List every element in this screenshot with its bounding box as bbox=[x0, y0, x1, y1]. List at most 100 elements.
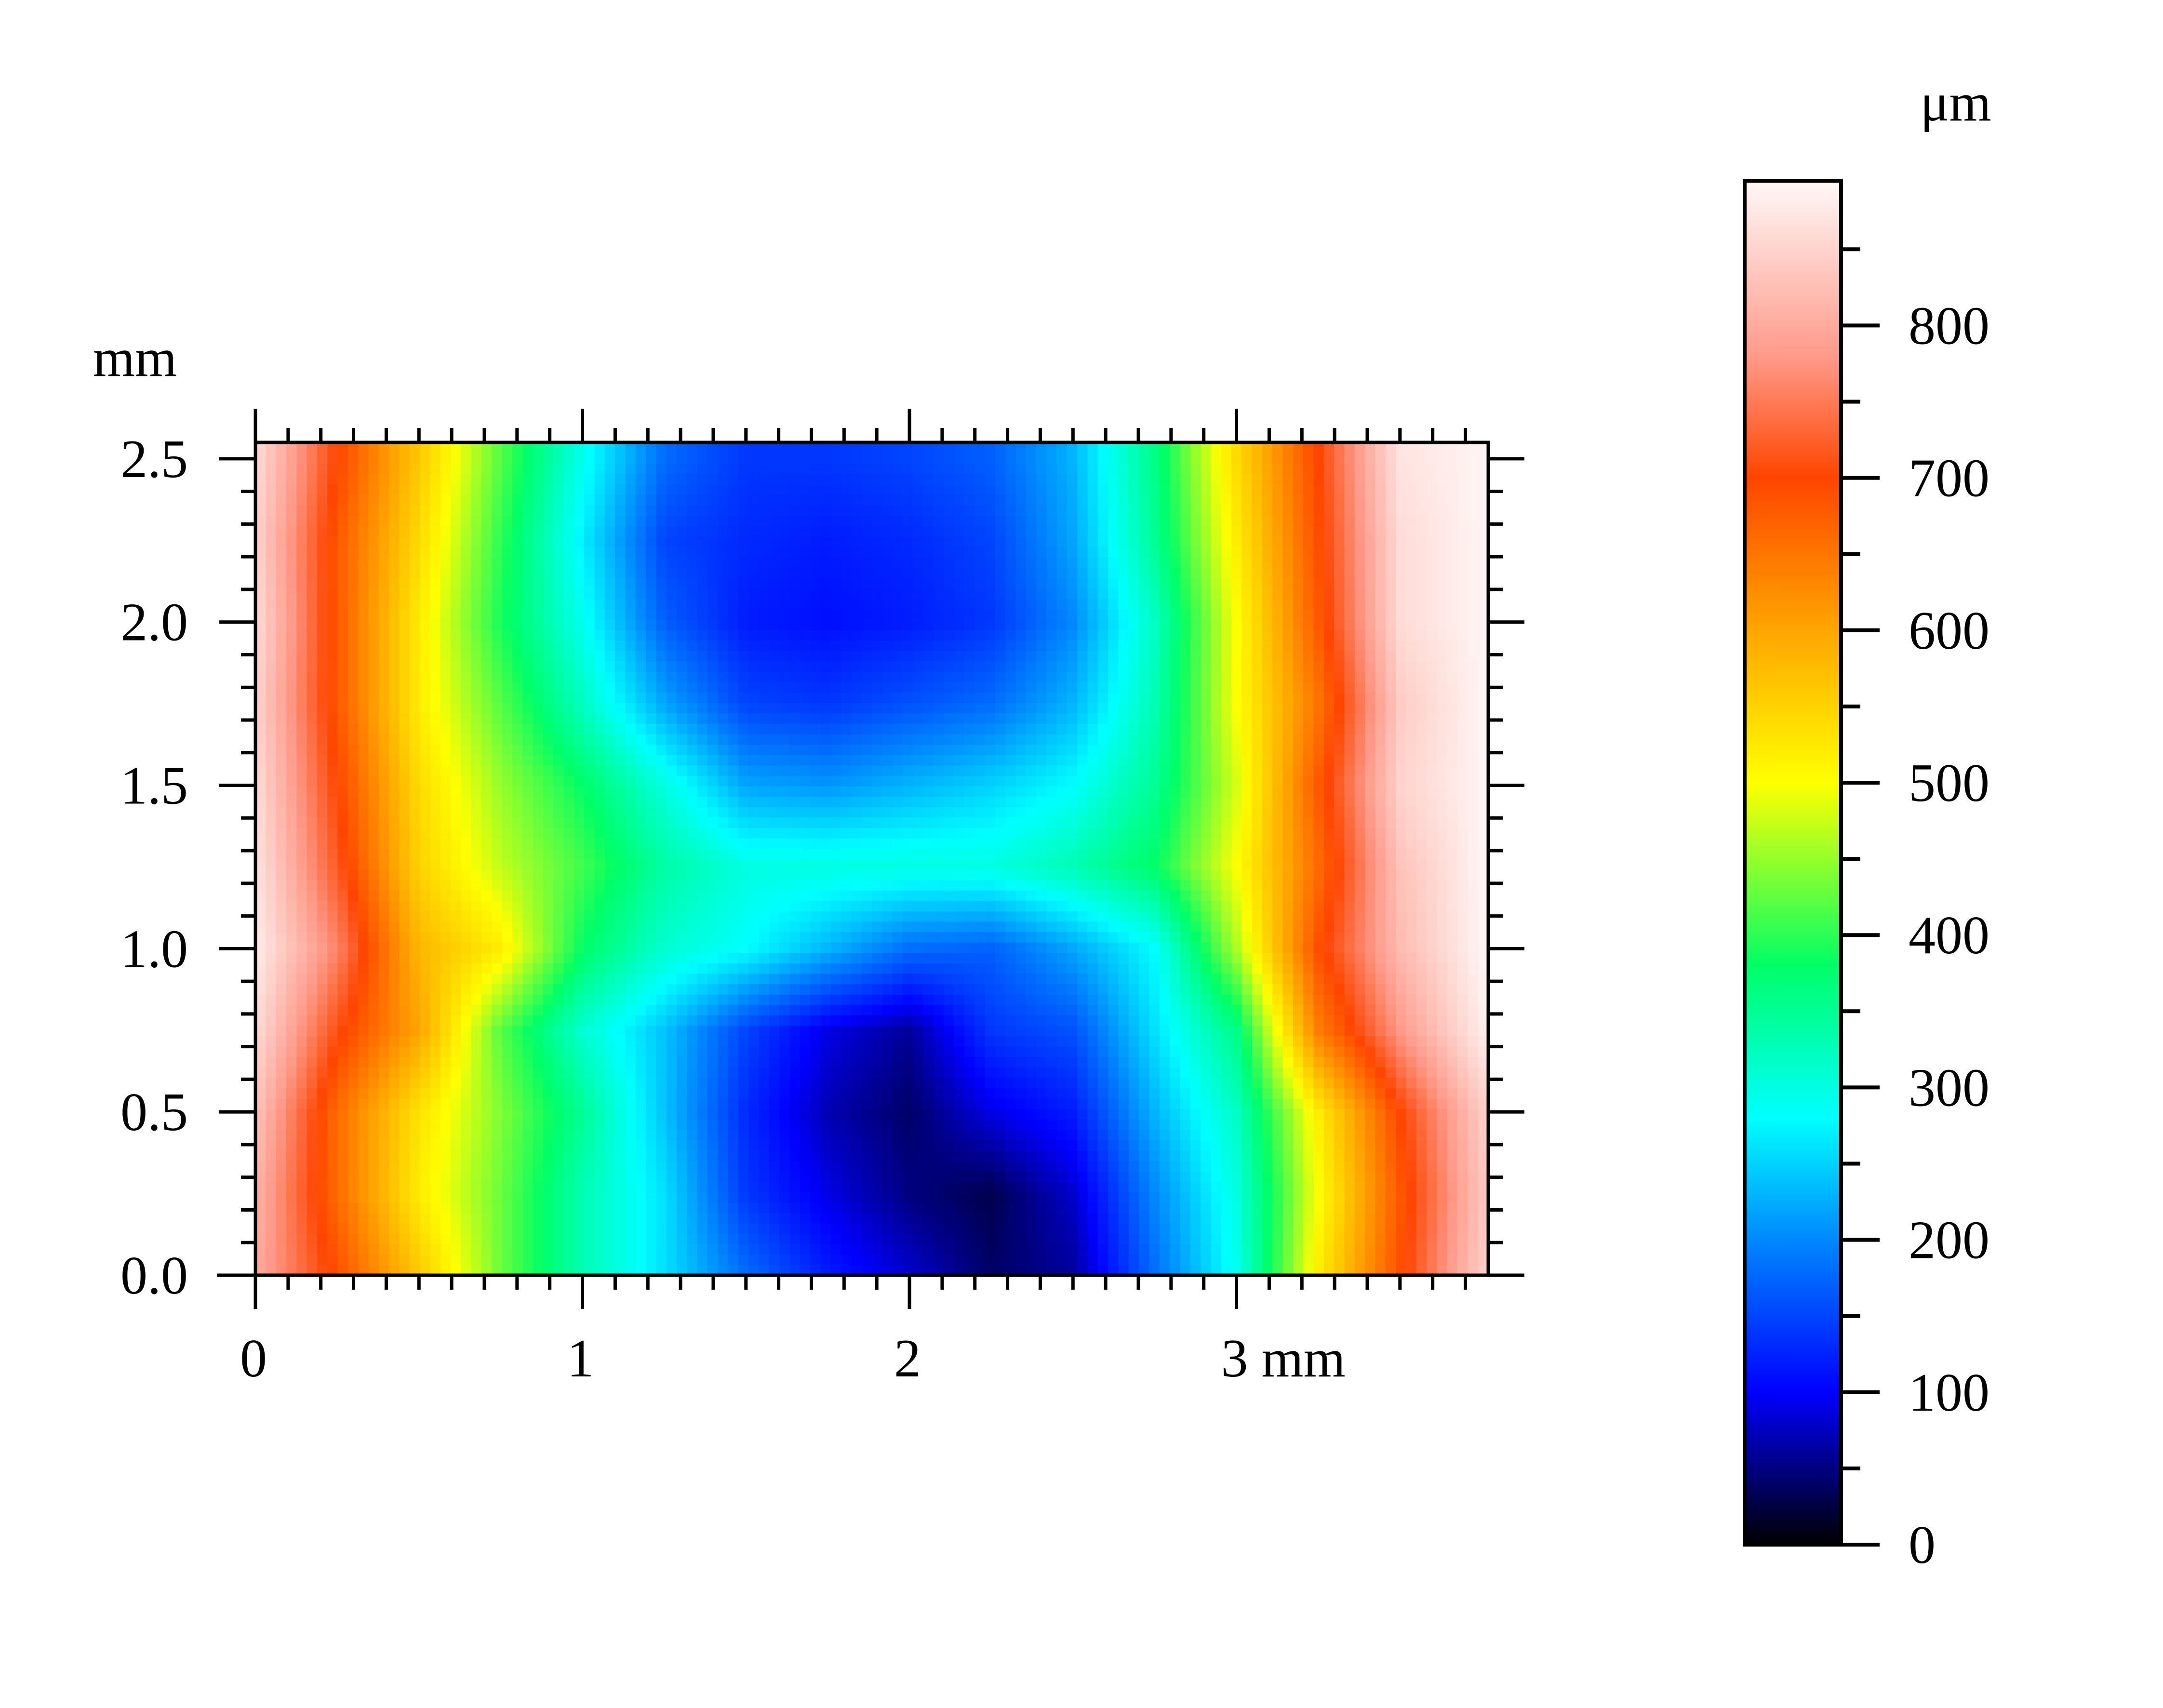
heatmap-cell bbox=[1036, 1056, 1047, 1068]
heatmap-cell bbox=[317, 1161, 328, 1172]
heatmap-cell bbox=[1478, 932, 1488, 943]
heatmap-cell bbox=[1015, 880, 1027, 891]
heatmap-cell bbox=[1077, 1254, 1088, 1266]
heatmap-cell bbox=[1457, 859, 1469, 870]
heatmap-cell bbox=[759, 869, 770, 880]
heatmap-cell bbox=[389, 1140, 400, 1151]
heatmap-cell bbox=[1375, 921, 1386, 932]
heatmap-cell bbox=[522, 1067, 534, 1078]
heatmap-cell bbox=[676, 952, 688, 963]
heatmap-cell bbox=[1211, 1202, 1222, 1214]
heatmap-cell bbox=[728, 1067, 739, 1078]
heatmap-cell bbox=[1375, 1098, 1386, 1109]
heatmap-cell bbox=[861, 1192, 872, 1203]
heatmap-cell bbox=[625, 1202, 636, 1214]
heatmap-cell bbox=[574, 1077, 585, 1088]
heatmap-cell bbox=[533, 1088, 544, 1099]
heatmap-cell bbox=[1139, 1004, 1150, 1015]
heatmap-cell bbox=[420, 1108, 431, 1120]
heatmap-cell bbox=[266, 880, 277, 891]
heatmap-cell bbox=[481, 1181, 493, 1192]
heatmap-cell bbox=[1323, 1254, 1335, 1266]
heatmap-cell bbox=[1026, 1088, 1037, 1099]
heatmap-cell bbox=[266, 1098, 277, 1109]
heatmap-cell bbox=[718, 1223, 729, 1234]
heatmap-cell bbox=[1447, 1067, 1458, 1078]
heatmap-cell bbox=[337, 1067, 348, 1078]
heatmap-cell bbox=[995, 1077, 1006, 1088]
heatmap-cell bbox=[1097, 973, 1109, 984]
heatmap-cell bbox=[625, 1161, 636, 1172]
heatmap-cell bbox=[1108, 932, 1119, 943]
heatmap-cell bbox=[1344, 984, 1355, 995]
heatmap-cell bbox=[841, 1233, 852, 1244]
heatmap-cell bbox=[923, 1046, 934, 1057]
heatmap-cell bbox=[1365, 1150, 1376, 1161]
heatmap-cell bbox=[1427, 1161, 1438, 1172]
heatmap-cell bbox=[830, 1140, 841, 1151]
heatmap-cell bbox=[1056, 952, 1068, 963]
heatmap-cell bbox=[687, 1223, 698, 1234]
heatmap-cell bbox=[923, 1025, 934, 1036]
heatmap-cell bbox=[492, 921, 503, 932]
heatmap-cell bbox=[861, 932, 872, 943]
heatmap-cell bbox=[533, 973, 544, 984]
heatmap-cell bbox=[1457, 1265, 1469, 1275]
heatmap-cell bbox=[1323, 880, 1335, 891]
heatmap-cell bbox=[687, 921, 698, 932]
heatmap-cell bbox=[451, 921, 462, 932]
heatmap-cell bbox=[1478, 1171, 1488, 1182]
heatmap-cell bbox=[266, 1025, 277, 1036]
heatmap-cell bbox=[522, 1213, 534, 1224]
heatmap-cell bbox=[1005, 1025, 1016, 1036]
heatmap-cell bbox=[1303, 942, 1314, 953]
heatmap-cell bbox=[789, 1223, 801, 1234]
heatmap-cell bbox=[286, 984, 297, 995]
heatmap-cell bbox=[553, 1077, 564, 1088]
heatmap-cell bbox=[995, 1056, 1006, 1068]
heatmap-cell bbox=[1416, 1108, 1427, 1120]
heatmap-cell bbox=[347, 932, 359, 943]
heatmap-cell bbox=[769, 1161, 780, 1172]
heatmap-cell bbox=[1354, 952, 1365, 963]
heatmap-cell bbox=[666, 859, 677, 870]
heatmap-cell bbox=[1118, 869, 1129, 880]
heatmap-cell bbox=[1457, 1036, 1469, 1047]
heatmap-cell bbox=[666, 942, 677, 953]
heatmap-cell bbox=[492, 848, 503, 859]
heatmap-cell bbox=[707, 1140, 719, 1151]
heatmap-cell bbox=[975, 890, 986, 901]
heatmap-cell bbox=[1046, 1244, 1057, 1255]
heatmap-cell bbox=[872, 869, 883, 880]
heatmap-cell bbox=[615, 1223, 626, 1234]
heatmap-cell bbox=[420, 1223, 431, 1234]
heatmap-cell bbox=[553, 1088, 564, 1099]
heatmap-cell bbox=[1231, 1202, 1242, 1214]
heatmap-cell bbox=[769, 1056, 780, 1068]
heatmap-cell bbox=[975, 984, 986, 995]
heatmap-cell bbox=[492, 1046, 503, 1057]
heatmap-cell bbox=[378, 848, 389, 859]
heatmap-cell bbox=[1396, 1067, 1407, 1078]
heatmap-cell bbox=[440, 1119, 451, 1130]
heatmap-cell bbox=[1334, 869, 1345, 880]
heatmap-cell bbox=[913, 1223, 924, 1234]
heatmap-cell bbox=[1282, 1244, 1294, 1255]
heatmap-cell bbox=[676, 1265, 688, 1275]
heatmap-cell bbox=[1108, 1140, 1119, 1151]
heatmap-cell bbox=[769, 1119, 780, 1130]
heatmap-cell bbox=[1087, 1098, 1098, 1109]
heatmap-cell bbox=[759, 859, 770, 870]
heatmap-cell bbox=[707, 932, 719, 943]
heatmap-cell bbox=[522, 932, 534, 943]
heatmap-cell bbox=[276, 1202, 287, 1214]
heatmap-cell bbox=[1437, 1265, 1448, 1275]
heatmap-cell bbox=[1118, 1036, 1129, 1047]
heatmap-cell bbox=[604, 1150, 615, 1161]
heatmap-cell bbox=[1149, 1098, 1160, 1109]
heatmap-cell bbox=[759, 1223, 770, 1234]
heatmap-cell bbox=[1128, 1171, 1140, 1182]
heatmap-cell bbox=[1416, 1150, 1427, 1161]
heatmap-cell bbox=[1437, 984, 1448, 995]
heatmap-cell bbox=[1252, 848, 1263, 859]
